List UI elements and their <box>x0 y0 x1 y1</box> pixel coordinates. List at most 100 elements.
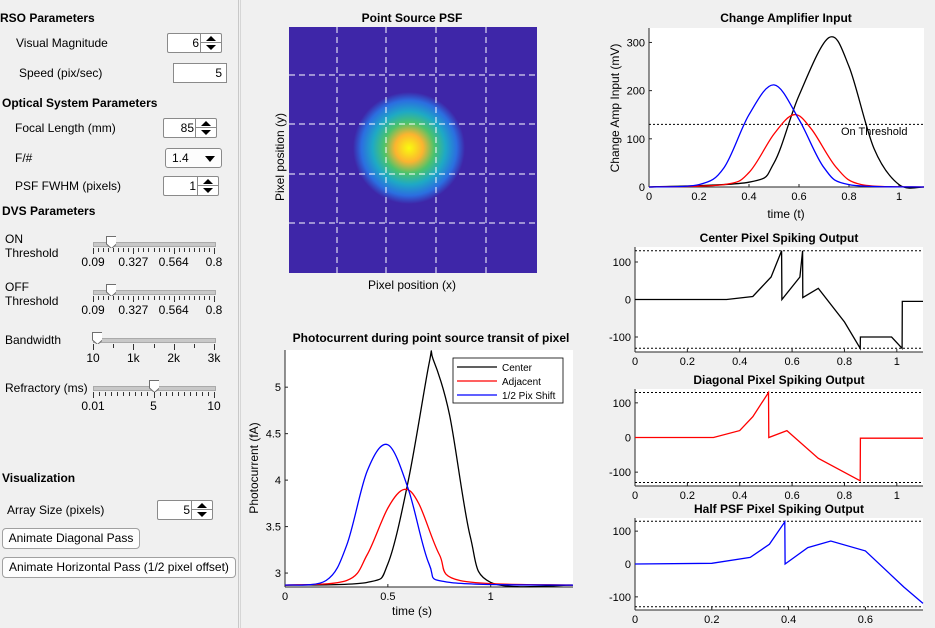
psf-pixel-grid <box>289 27 537 273</box>
slider-track[interactable] <box>93 242 216 247</box>
slider-tick <box>178 296 180 300</box>
fnum-dropdown[interactable]: 1.4 <box>165 148 222 168</box>
slider-tick <box>117 392 119 396</box>
slider-tick <box>98 296 100 300</box>
slider-tick <box>208 296 210 300</box>
slider-thumb[interactable] <box>148 380 159 392</box>
slider-tick <box>153 296 155 300</box>
slider-tick <box>193 296 195 300</box>
optical-section-title: Optical System Parameters <box>2 96 158 110</box>
slider-tick <box>163 296 165 300</box>
visual-magnitude-spinner[interactable]: 6 <box>167 33 222 53</box>
slider-tick <box>123 296 125 300</box>
slider-tick <box>208 248 210 252</box>
psf-fwhm-spinner[interactable]: 1 <box>163 176 219 196</box>
amp-y-tick-label: 200 <box>627 86 645 98</box>
center-x-tick-label: 0.4 <box>732 356 747 368</box>
slider-tick-label: 0.327 <box>118 303 149 317</box>
amp-series-0 <box>648 36 925 189</box>
slider-tick <box>171 392 173 396</box>
slider-tick <box>133 344 135 350</box>
photocurrent-xlabel: time (s) <box>392 604 432 618</box>
slider-tick <box>203 296 205 300</box>
half-x-tick-label: 0.4 <box>781 614 796 626</box>
refractory-slider[interactable]: 0.01 5 10 <box>81 378 221 413</box>
photocurrent-ylabel: Photocurrent (fA) <box>247 422 261 513</box>
spinner-arrows-icon[interactable] <box>195 119 216 137</box>
slider-tick <box>123 248 125 252</box>
slider-tick-label: 0.564 <box>158 303 189 317</box>
on-threshold-label-1: ON <box>5 232 23 246</box>
slider-tick-label: 0.8 <box>205 303 223 317</box>
slider-tick <box>173 344 175 350</box>
amp-y-tick-label: 0 <box>639 182 645 194</box>
slider-tick <box>93 392 94 398</box>
slider-tick <box>195 392 197 396</box>
legend-half-label: 1/2 Pix Shift <box>502 391 556 402</box>
half-y-tick-label: -100 <box>609 592 631 604</box>
photocurrent-series-0 <box>284 350 574 588</box>
spinner-arrows-icon[interactable] <box>197 177 218 195</box>
diag-x-tick-label: 0.4 <box>732 490 747 502</box>
psf-fwhm-label: PSF FWHM (pixels) <box>15 179 121 193</box>
center-y-tick-label: -100 <box>609 332 631 344</box>
slider-tick <box>113 296 115 300</box>
slider-tick <box>168 248 170 252</box>
animate-diagonal-button[interactable]: Animate Diagonal Pass <box>2 528 140 549</box>
chevron-down-icon <box>205 156 215 162</box>
slider-tick-label: 10 <box>207 399 221 413</box>
slider-tick <box>159 392 161 396</box>
slider-tick <box>163 248 165 252</box>
spinner-arrows-icon[interactable] <box>191 501 212 519</box>
photocurrent-x-tick-label: 0 <box>282 591 288 603</box>
diagonal-spiking-plot: Diagonal Pixel Spiking Output 0 0.2 0.4 0.6… <box>609 373 923 502</box>
amp-x-tick-label: 1 <box>896 191 902 203</box>
slider-tick-label: 0.09 <box>81 255 105 269</box>
photocurrent-series-2 <box>284 443 574 586</box>
on-threshold-slider[interactable]: 0.09 0.327 0.564 0.8 <box>81 234 222 269</box>
center-y-tick-label: 100 <box>613 257 631 269</box>
amp-ylabel: Change Amp Input (mV) <box>608 44 622 173</box>
slider-tick <box>133 296 135 302</box>
slider-tick <box>98 248 100 252</box>
slider-tick <box>193 248 195 252</box>
change-amp-plot: Change Amplifier Input time (t) Change A… <box>608 11 925 221</box>
diag-title: Diagonal Pixel Spiking Output <box>693 373 864 387</box>
slider-tick <box>178 248 180 252</box>
slider-track[interactable] <box>93 338 216 343</box>
slider-thumb[interactable] <box>106 236 117 248</box>
slider-tick <box>128 296 130 300</box>
speed-input[interactable]: 5 <box>173 63 227 83</box>
slider-tick <box>113 248 115 252</box>
slider-tick <box>143 296 145 300</box>
slider-tick <box>207 392 209 396</box>
slider-thumb[interactable] <box>106 284 117 296</box>
center-title: Center Pixel Spiking Output <box>700 231 859 245</box>
diag-y-tick-label: 100 <box>613 398 631 410</box>
photocurrent-x-tick-label: 0.5 <box>380 591 395 603</box>
focal-length-spinner[interactable]: 85 <box>163 118 217 138</box>
slider-tick <box>183 392 185 396</box>
array-size-spinner[interactable]: 5 <box>157 500 213 520</box>
slider-tick <box>135 392 137 396</box>
diag-y-tick-label: 0 <box>625 433 631 445</box>
psf-xlabel: Pixel position (x) <box>368 278 456 292</box>
off-threshold-slider[interactable]: 0.09 0.327 0.564 0.8 <box>81 282 222 317</box>
slider-tick <box>118 296 120 300</box>
spinner-arrows-icon[interactable] <box>200 34 221 52</box>
center-x-tick-label: 0.6 <box>784 356 799 368</box>
slider-thumb[interactable] <box>91 332 102 344</box>
slider-tick <box>158 248 160 252</box>
diag-x-tick-label: 0.8 <box>837 490 852 502</box>
animate-horizontal-button[interactable]: Animate Horizontal Pass (1/2 pixel offse… <box>2 557 236 578</box>
speed-label: Speed (pix/sec) <box>19 66 103 80</box>
slider-tick-label: 0.327 <box>118 255 149 269</box>
slider-tick <box>147 392 149 396</box>
slider-track[interactable] <box>93 290 216 295</box>
slider-tick <box>189 392 191 396</box>
amp-axes <box>649 28 924 187</box>
bandwidth-slider[interactable]: 10 1k 2k 3k <box>86 330 220 365</box>
slider-tick <box>188 296 190 300</box>
slider-tick <box>133 248 135 254</box>
center-y-tick-label: 0 <box>625 295 631 307</box>
